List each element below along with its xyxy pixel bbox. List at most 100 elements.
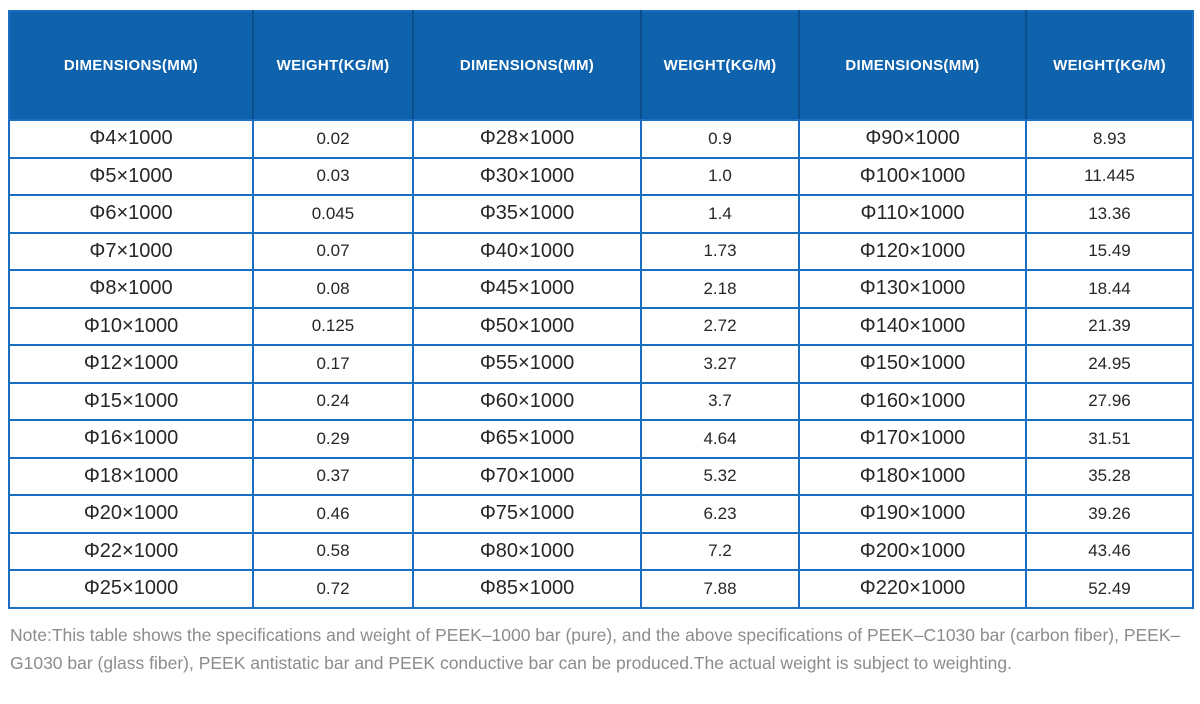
weight-cell: 13.36 (1025, 194, 1194, 234)
weight-cell: 31.51 (1025, 419, 1194, 459)
dimension-cell: Φ150×1000 (798, 344, 1027, 384)
peek-bar-weight-table: DIMENSIONS(MM) WEIGHT(KG/M) DIMENSIONS(M… (8, 10, 1194, 609)
table-row: Φ20×1000 0.46 Φ75×1000 6.23 Φ190×1000 39.26 (8, 494, 1194, 534)
weight-cell: 3.7 (640, 381, 800, 421)
weight-cell: 15.49 (1025, 231, 1194, 271)
table-row: Φ6×1000 0.045 Φ35×1000 1.4 Φ110×1000 13.36 (8, 194, 1194, 234)
column-header-dimensions-2: DIMENSIONS(MM) (413, 11, 642, 121)
weight-cell: 0.03 (252, 156, 414, 196)
table-row: Φ4×1000 0.02 Φ28×1000 0.9 Φ90×1000 8.93 (8, 119, 1194, 159)
table-row: Φ15×1000 0.24 Φ60×1000 3.7 Φ160×1000 27.96 (8, 381, 1194, 421)
dimension-cell: Φ65×1000 (412, 419, 642, 459)
weight-cell: 0.58 (252, 531, 414, 571)
dimension-cell: Φ8×1000 (8, 269, 254, 309)
table-row: Φ16×1000 0.29 Φ65×1000 4.64 Φ170×1000 31.51 (8, 419, 1194, 459)
dimension-cell: Φ180×1000 (798, 456, 1027, 496)
weight-cell: 7.2 (640, 531, 800, 571)
weight-cell: 0.9 (640, 119, 800, 159)
weight-cell: 0.72 (252, 569, 414, 609)
dimension-cell: Φ80×1000 (412, 531, 642, 571)
table-row: Φ18×1000 0.37 Φ70×1000 5.32 Φ180×1000 35.28 (8, 456, 1194, 496)
weight-cell: 2.72 (640, 306, 800, 346)
weight-cell: 27.96 (1025, 381, 1194, 421)
column-header-dimensions-1: DIMENSIONS(MM) (9, 11, 254, 121)
weight-cell: 24.95 (1025, 344, 1194, 384)
dimension-cell: Φ50×1000 (412, 306, 642, 346)
weight-cell: 0.46 (252, 494, 414, 534)
footnote: Note:This table shows the specifications… (10, 624, 1181, 674)
page: DIMENSIONS(MM) WEIGHT(KG/M) DIMENSIONS(M… (8, 10, 1194, 674)
weight-cell: 0.125 (252, 306, 414, 346)
column-header-weight-3: WEIGHT(KG/M) (1026, 11, 1193, 121)
dimension-cell: Φ190×1000 (798, 494, 1027, 534)
dimension-cell: Φ28×1000 (412, 119, 642, 159)
dimension-cell: Φ60×1000 (412, 381, 642, 421)
weight-cell: 52.49 (1025, 569, 1194, 609)
dimension-cell: Φ90×1000 (798, 119, 1027, 159)
weight-cell: 0.17 (252, 344, 414, 384)
weight-cell: 4.64 (640, 419, 800, 459)
dimension-cell: Φ4×1000 (8, 119, 254, 159)
weight-cell: 0.045 (252, 194, 414, 234)
weight-cell: 0.02 (252, 119, 414, 159)
table-header: DIMENSIONS(MM) WEIGHT(KG/M) DIMENSIONS(M… (9, 11, 1193, 121)
dimension-cell: Φ5×1000 (8, 156, 254, 196)
dimension-cell: Φ30×1000 (412, 156, 642, 196)
column-header-dimensions-3: DIMENSIONS(MM) (799, 11, 1027, 121)
dimension-cell: Φ7×1000 (8, 231, 254, 271)
table-row: Φ10×1000 0.125 Φ50×1000 2.72 Φ140×1000 21.39 (8, 306, 1194, 346)
dimension-cell: Φ10×1000 (8, 306, 254, 346)
dimension-cell: Φ35×1000 (412, 194, 642, 234)
weight-cell: 6.23 (640, 494, 800, 534)
header-row: DIMENSIONS(MM) WEIGHT(KG/M) DIMENSIONS(M… (9, 11, 1193, 121)
table-row: Φ12×1000 0.17 Φ55×1000 3.27 Φ150×1000 24.95 (8, 344, 1194, 384)
dimension-cell: Φ100×1000 (798, 156, 1027, 196)
dimension-cell: Φ6×1000 (8, 194, 254, 234)
weight-cell: 35.28 (1025, 456, 1194, 496)
dimension-cell: Φ170×1000 (798, 419, 1027, 459)
dimension-cell: Φ20×1000 (8, 494, 254, 534)
table-row: Φ5×1000 0.03 Φ30×1000 1.0 Φ100×1000 11.445 (8, 156, 1194, 196)
weight-cell: 0.37 (252, 456, 414, 496)
weight-cell: 1.73 (640, 231, 800, 271)
weight-cell: 18.44 (1025, 269, 1194, 309)
dimension-cell: Φ160×1000 (798, 381, 1027, 421)
weight-cell: 21.39 (1025, 306, 1194, 346)
dimension-cell: Φ75×1000 (412, 494, 642, 534)
dimension-cell: Φ22×1000 (8, 531, 254, 571)
dimension-cell: Φ70×1000 (412, 456, 642, 496)
table-row: Φ7×1000 0.07 Φ40×1000 1.73 Φ120×1000 15.49 (8, 231, 1194, 271)
dimension-cell: Φ220×1000 (798, 569, 1027, 609)
table-row: Φ22×1000 0.58 Φ80×1000 7.2 Φ200×1000 43.46 (8, 531, 1194, 571)
weight-cell: 0.07 (252, 231, 414, 271)
dimension-cell: Φ55×1000 (412, 344, 642, 384)
dimension-cell: Φ40×1000 (412, 231, 642, 271)
weight-cell: 0.29 (252, 419, 414, 459)
weight-cell: 8.93 (1025, 119, 1194, 159)
column-header-weight-2: WEIGHT(KG/M) (641, 11, 800, 121)
weight-cell: 7.88 (640, 569, 800, 609)
weight-cell: 0.24 (252, 381, 414, 421)
weight-cell: 39.26 (1025, 494, 1194, 534)
dimension-cell: Φ15×1000 (8, 381, 254, 421)
dimension-cell: Φ45×1000 (412, 269, 642, 309)
weight-cell: 11.445 (1025, 156, 1194, 196)
weight-cell: 43.46 (1025, 531, 1194, 571)
dimension-cell: Φ120×1000 (798, 231, 1027, 271)
weight-cell: 5.32 (640, 456, 800, 496)
dimension-cell: Φ16×1000 (8, 419, 254, 459)
dimension-cell: Φ85×1000 (412, 569, 642, 609)
dimension-cell: Φ130×1000 (798, 269, 1027, 309)
dimension-cell: Φ110×1000 (798, 194, 1027, 234)
weight-cell: 1.4 (640, 194, 800, 234)
column-header-weight-1: WEIGHT(KG/M) (253, 11, 414, 121)
weight-cell: 1.0 (640, 156, 800, 196)
table-body: Φ4×1000 0.02 Φ28×1000 0.9 Φ90×1000 8.93 Φ5×100… (8, 119, 1194, 609)
dimension-cell: Φ18×1000 (8, 456, 254, 496)
dimension-cell: Φ200×1000 (798, 531, 1027, 571)
dimension-cell: Φ140×1000 (798, 306, 1027, 346)
dimension-cell: Φ25×1000 (8, 569, 254, 609)
table-row: Φ8×1000 0.08 Φ45×1000 2.18 Φ130×1000 18.44 (8, 269, 1194, 309)
weight-cell: 0.08 (252, 269, 414, 309)
weight-cell: 3.27 (640, 344, 800, 384)
